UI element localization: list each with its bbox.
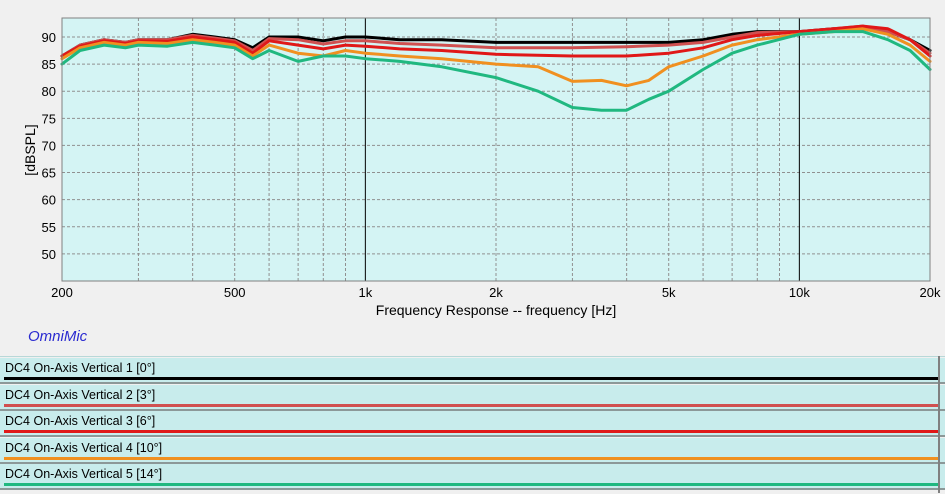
frequency-response-chart: 50 55 60 65 70 75 80 85 90 200 500 1k 2k 5k 10k 20k Fr… [22, 17, 941, 318]
legend-label: DC4 On-Axis Vertical 1 [0°] [5, 361, 156, 375]
y-tick-label: 70 [42, 138, 56, 153]
legend-scrollbar[interactable] [938, 356, 940, 493]
y-axis-title: [dBSPL] [22, 124, 38, 175]
x-tick-label: 10k [789, 285, 810, 300]
series-line-3 [60, 24, 932, 58]
x-tick-label: 1k [358, 285, 372, 300]
y-tick-labels: 50 55 60 65 70 75 80 85 90 [42, 30, 56, 262]
x-tick-label: 2k [489, 285, 503, 300]
x-tick-label: 200 [51, 285, 73, 300]
series-line-5 [60, 30, 932, 112]
legend-label: DC4 On-Axis Vertical 4 [10°] [5, 440, 163, 455]
legend-panel: DC4 On-Axis Vertical 1 [0°] DC4 On-Axis V… [0, 356, 945, 494]
y-tick-label: 50 [42, 247, 56, 262]
legend-swatch [4, 456, 939, 460]
legend-row-1[interactable]: DC4 On-Axis Vertical 1 [0°] [0, 358, 945, 384]
legend-row-4[interactable]: DC4 On-Axis Vertical 4 [10°] [0, 437, 945, 464]
y-tick-label: 55 [42, 220, 56, 235]
series-line-4 [60, 27, 932, 88]
x-tick-label: 20k [920, 285, 941, 300]
legend-row-3[interactable]: DC4 On-Axis Vertical 3 [6°] [0, 411, 945, 437]
plot-frame [61, 17, 931, 282]
legend-label: DC4 On-Axis Vertical 2 [3°] [5, 387, 156, 402]
legend-swatch [4, 377, 939, 380]
x-tick-label: 500 [224, 285, 246, 300]
y-tick-label: 75 [42, 111, 56, 126]
y-tick-label: 85 [42, 57, 56, 72]
legend-swatch [4, 403, 939, 407]
legend-row-2[interactable]: DC4 On-Axis Vertical 2 [3°] [0, 384, 945, 411]
x-tick-label: 5k [662, 285, 676, 300]
legend-swatch [4, 430, 939, 433]
grid-lines [62, 18, 930, 281]
legend-label: DC4 On-Axis Vertical 5 [14°] [5, 467, 163, 481]
legend-row-5[interactable]: DC4 On-Axis Vertical 5 [14°] [0, 464, 945, 490]
legend-swatch [4, 483, 939, 486]
brand-logo-text: OmniMic [28, 328, 88, 345]
legend-label: DC4 On-Axis Vertical 3 [6°] [5, 414, 156, 428]
y-tick-label: 90 [42, 30, 56, 45]
x-tick-labels: 200 500 1k 2k 5k 10k 20k [51, 285, 941, 300]
series-lines [60, 24, 932, 112]
y-tick-label: 65 [42, 166, 56, 181]
y-tick-label: 60 [42, 193, 56, 208]
x-axis-title: Frequency Response -- frequency [Hz] [376, 302, 616, 318]
y-tick-label: 80 [42, 84, 56, 99]
